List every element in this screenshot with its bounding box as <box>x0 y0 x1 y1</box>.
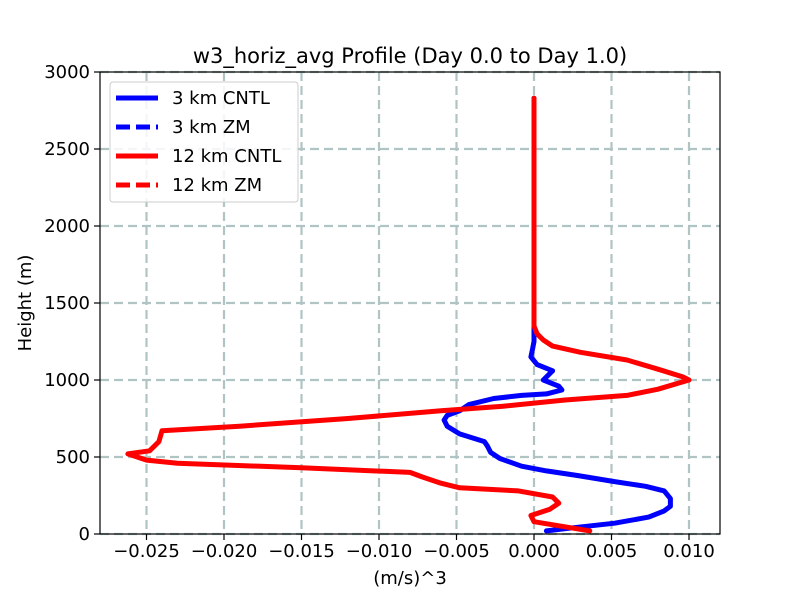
series-line-12-km-cntl <box>125 95 692 534</box>
series-line-3-km-cntl <box>441 95 673 534</box>
x-tick-label: −0.015 <box>268 541 335 562</box>
x-tick-label: 0.005 <box>586 541 638 562</box>
x-axis-label: (m/s)^3 <box>373 568 447 589</box>
legend: 3 km CNTL 3 km ZM 12 km CNTL 12 km ZM <box>109 81 299 203</box>
series-lines <box>125 95 692 534</box>
legend-label: 12 km ZM <box>172 175 262 196</box>
x-tick-label: 0.000 <box>508 541 560 562</box>
y-tick-label: 1500 <box>44 293 90 314</box>
legend-label: 12 km CNTL <box>172 146 281 167</box>
axis-ticks: −0.025 −0.020 −0.015 −0.010 −0.005 0.000 0.005… <box>44 62 715 562</box>
y-tick-label: 1000 <box>44 370 90 391</box>
y-tick-label: 2500 <box>44 139 90 160</box>
y-tick-label: 500 <box>56 447 90 468</box>
legend-label: 3 km ZM <box>172 117 251 138</box>
y-tick-label: 0 <box>79 524 90 545</box>
chart-title: w3_horiz_avg Profile (Day 0.0 to Day 1.0… <box>193 44 627 69</box>
legend-label: 3 km CNTL <box>172 88 270 109</box>
x-tick-label: −0.010 <box>346 541 413 562</box>
y-tick-label: 3000 <box>44 62 90 83</box>
y-tick-label: 2000 <box>44 216 90 237</box>
legend-box <box>109 81 299 203</box>
y-axis-label: Height (m) <box>15 255 36 352</box>
x-tick-label: 0.010 <box>663 541 715 562</box>
x-tick-label: −0.005 <box>423 541 490 562</box>
x-tick-label: −0.020 <box>191 541 258 562</box>
x-tick-label: −0.025 <box>113 541 180 562</box>
